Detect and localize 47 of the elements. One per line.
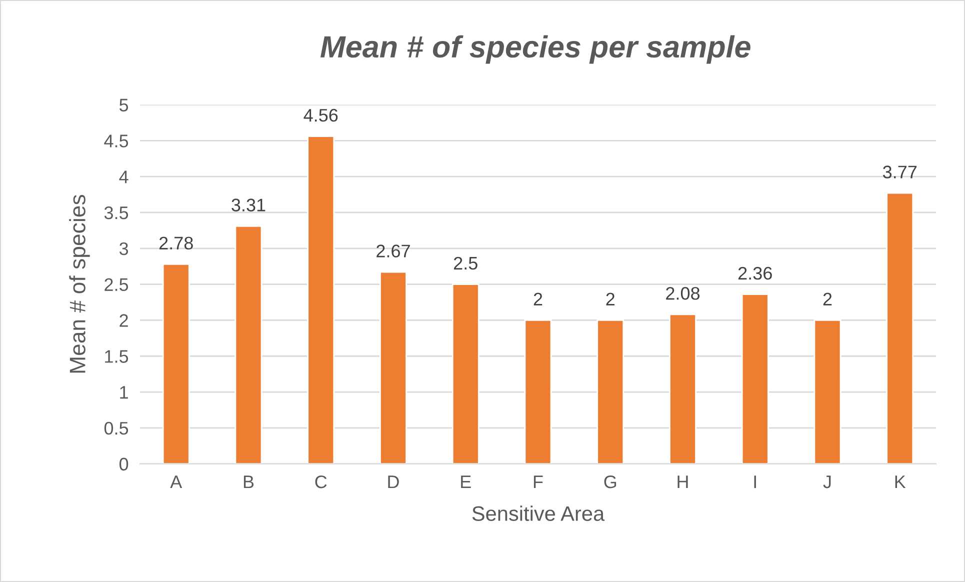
x-tick-label: A — [170, 476, 182, 488]
bar — [162, 264, 190, 464]
x-tick-label: E — [461, 476, 471, 488]
bar — [307, 136, 335, 464]
y-tick-label: 4 — [119, 170, 128, 184]
y-tick-label: 4.5 — [104, 134, 128, 148]
x-tick-label: D — [388, 476, 399, 488]
data-label: 4.56 — [304, 108, 338, 122]
bar — [524, 320, 552, 464]
y-tick-label: 2 — [120, 314, 128, 327]
data-label: 2.67 — [376, 244, 410, 258]
bar — [380, 271, 407, 464]
y-tick-label: 1 — [120, 386, 128, 399]
x-tick-label: H — [678, 476, 688, 488]
x-tick-label: K — [895, 476, 906, 488]
y-axis-title: Mean # of species — [69, 194, 90, 373]
bar — [596, 320, 624, 464]
bar — [814, 320, 842, 464]
data-label: 2.78 — [159, 236, 193, 250]
bar — [452, 284, 480, 464]
chart-title: Mean # of species per sample — [320, 35, 750, 64]
y-tick-label: 3.5 — [104, 206, 128, 220]
x-tick-label: F — [534, 476, 543, 488]
bar — [234, 225, 262, 464]
data-label: 2 — [823, 292, 832, 306]
x-axis-title: Sensitive Area — [472, 506, 605, 521]
bar — [886, 192, 914, 464]
bar — [741, 294, 769, 464]
x-tick-label: G — [604, 475, 616, 488]
y-tick-label: 3 — [119, 242, 128, 256]
data-label: 2.5 — [454, 256, 478, 270]
y-tick-label: 1.5 — [105, 350, 128, 363]
bar — [669, 314, 696, 464]
data-label: 2.36 — [738, 266, 772, 280]
y-tick-label: 0.5 — [104, 422, 128, 435]
x-tick-label: C — [315, 475, 327, 488]
data-label: 2.08 — [666, 287, 700, 300]
data-label: 2 — [606, 292, 614, 306]
x-tick-label: B — [244, 476, 254, 488]
x-tick-label: J — [823, 476, 831, 488]
x-tick-label: I — [754, 476, 756, 488]
data-label: 2 — [534, 292, 542, 306]
data-label: 3.31 — [232, 198, 266, 212]
data-label: 3.77 — [882, 166, 917, 178]
y-tick-label: 0 — [119, 458, 128, 471]
y-tick-label: 2.5 — [104, 278, 128, 292]
y-tick-label: 5 — [119, 98, 128, 112]
